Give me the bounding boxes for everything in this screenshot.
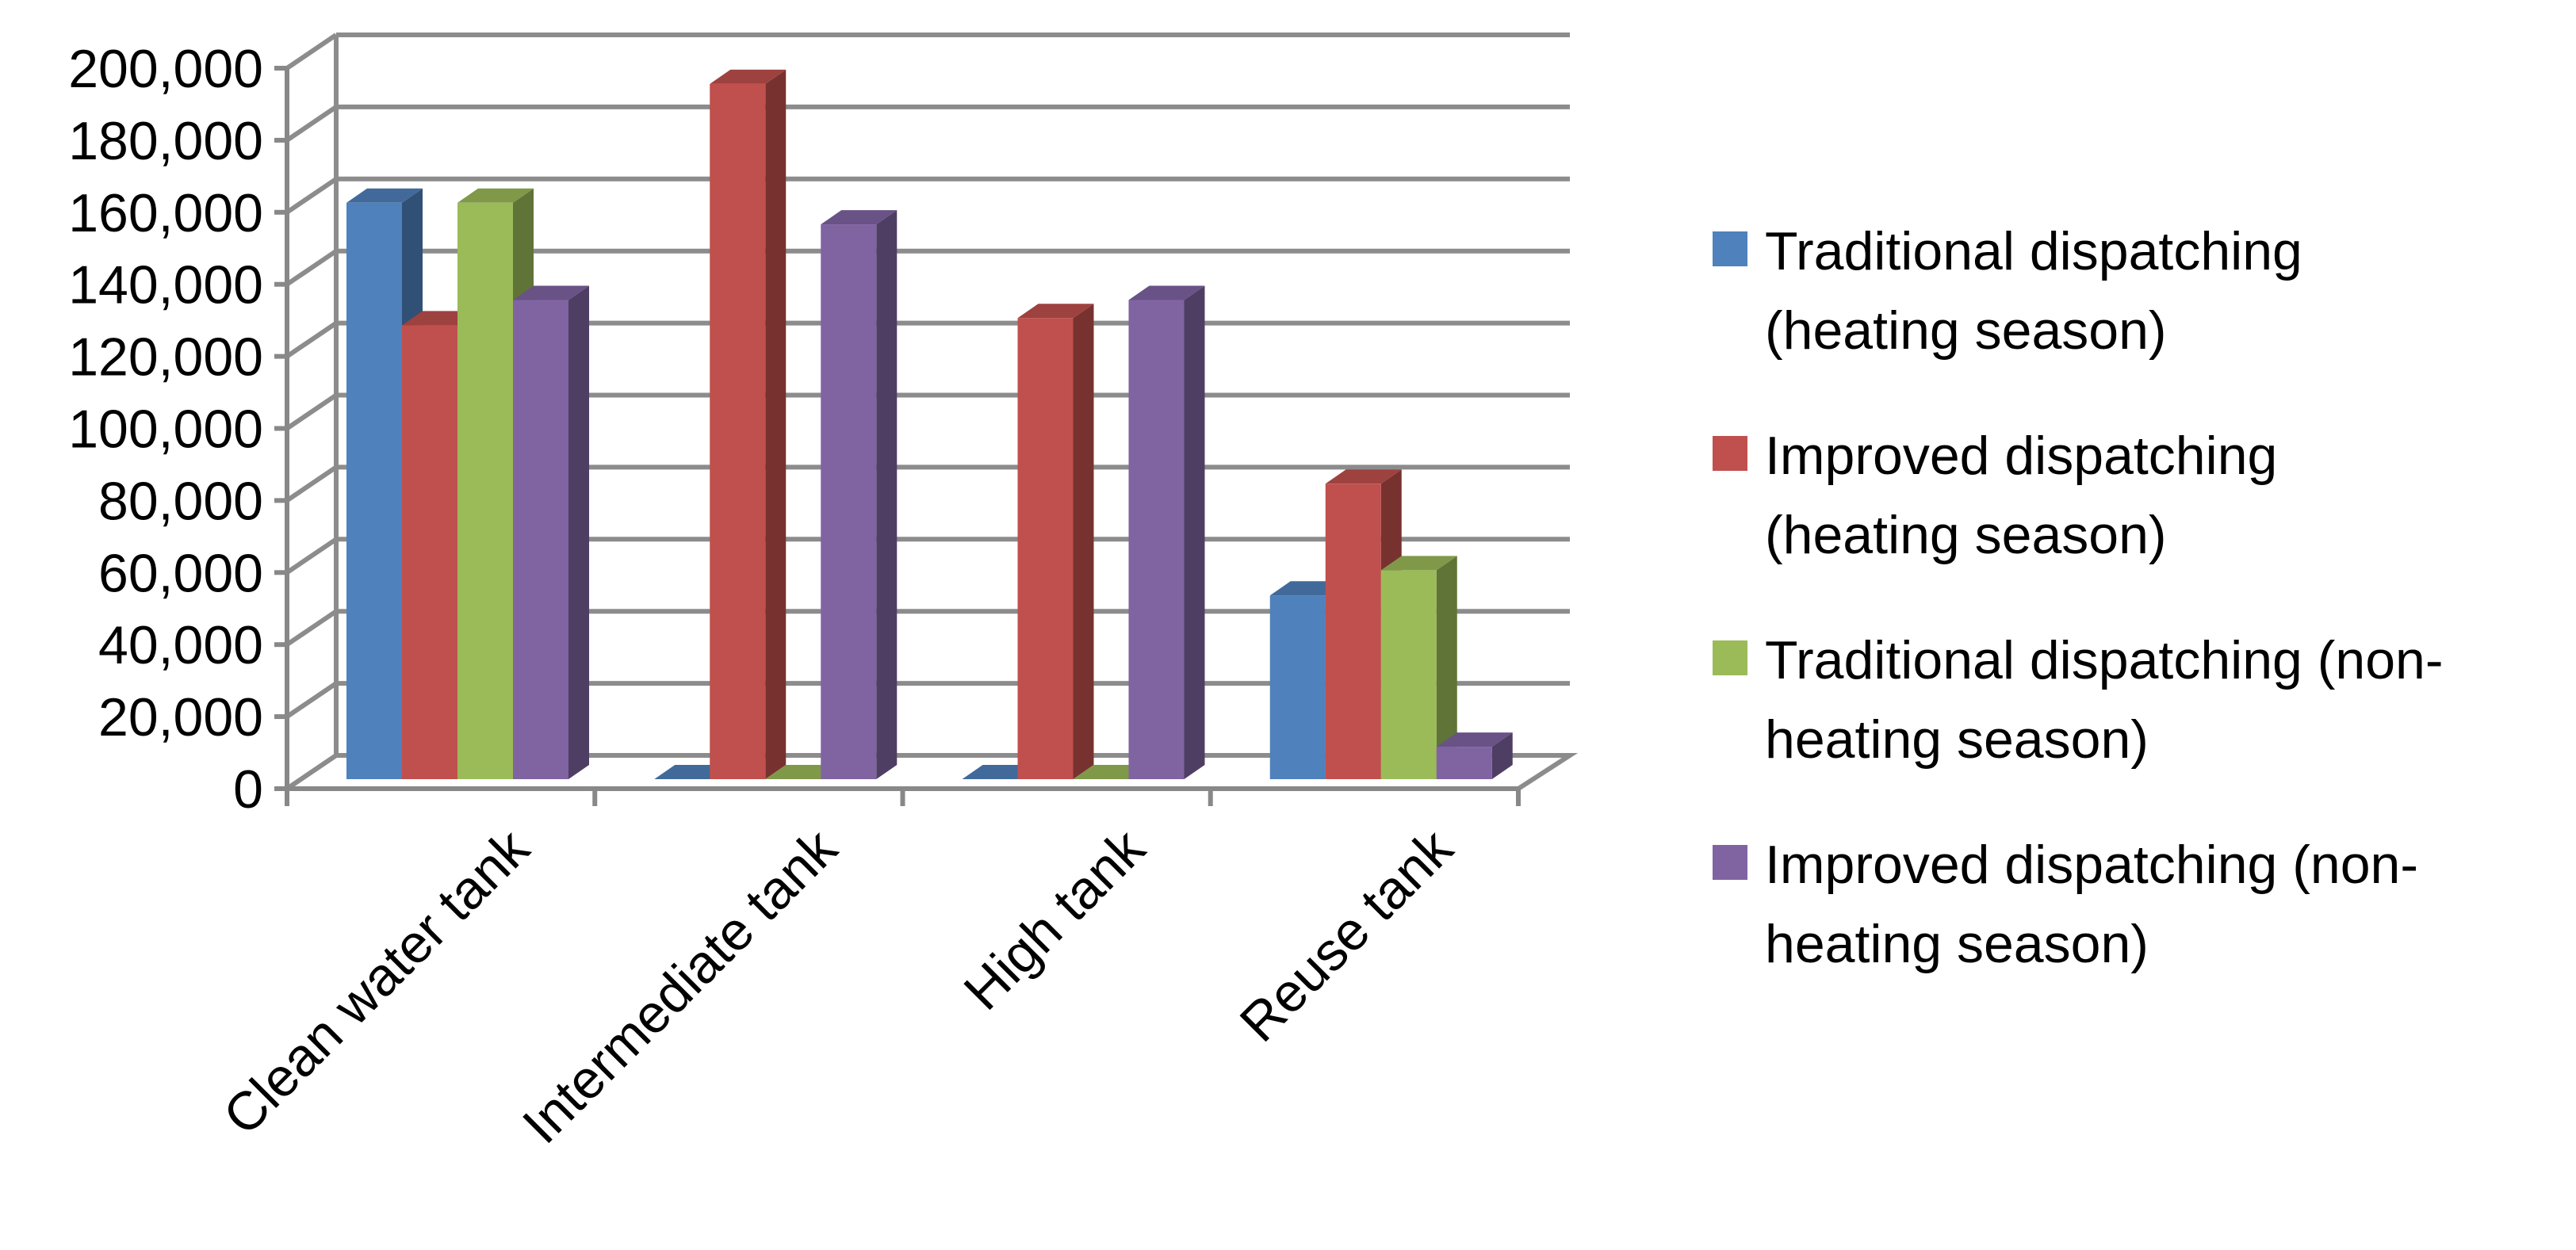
x-tick-label: High tank [952,817,1157,1022]
bar-top [513,285,589,300]
side-wall-gridline [285,321,338,359]
bar-side [1436,556,1457,779]
bar [346,202,402,780]
bar [710,83,766,779]
legend-label: (heating season) [1765,300,2167,361]
side-wall-gridline [285,249,338,287]
bar-side [568,285,589,779]
bar-side [1073,304,1094,779]
y-tick-label: 100,000 [68,399,263,460]
legend-label: Improved dispatching [1765,426,2277,486]
legend-label: Improved dispatching (non- [1765,835,2418,895]
y-tick-label: 180,000 [68,111,263,171]
y-tick-label: 200,000 [68,39,263,99]
bar [457,202,513,780]
bar-side [876,210,898,779]
y-tick-label: 40,000 [98,615,263,675]
bar-top [1128,285,1205,300]
side-wall-gridline [285,177,338,215]
bar [1017,318,1074,779]
bar [1380,570,1437,779]
bar-side [1491,732,1513,779]
y-tick-label: 0 [233,759,263,820]
side-wall-gridline [285,464,338,503]
side-wall-gridline [285,609,338,647]
bar-top [346,188,423,203]
legend-label: Traditional dispatching (non- [1765,630,2444,690]
legend-swatch [1713,436,1747,471]
bar-top [457,188,534,203]
bar-side [765,69,787,779]
bar [402,325,457,780]
side-wall-gridline [285,105,338,143]
bar-top [1017,304,1094,319]
y-tick-label: 20,000 [98,687,263,747]
side-wall-gridline [285,681,338,719]
legend-swatch [1713,640,1747,675]
legend-swatch [1713,845,1747,880]
bar-side [1184,285,1205,779]
y-tick-label: 80,000 [98,471,263,531]
bar [1128,300,1185,779]
y-tick-label: 140,000 [68,255,263,315]
y-tick-label: 160,000 [68,183,263,243]
bar-top [1325,469,1402,484]
side-wall-gridline [285,537,338,575]
side-wall-gridline [285,393,338,430]
legend-label: (heating season) [1765,505,2167,565]
legend-label: heating season) [1765,709,2149,770]
bar-top [1380,556,1457,571]
x-tick-label: Intermediate tank [511,817,849,1155]
side-wall-gridline [285,32,338,71]
x-tick-label: Clean water tank [212,817,541,1146]
y-tick-label: 120,000 [68,327,263,388]
legend-label: heating season) [1765,914,2149,974]
bar-top [821,210,898,225]
x-tick-label: Reuse tank [1229,817,1465,1053]
bar [821,224,877,779]
bar-top [710,69,787,84]
legend-swatch [1713,231,1747,266]
bar [1436,747,1492,779]
bar [513,300,568,779]
bar [1325,484,1381,779]
legend-label: Traditional dispatching [1765,221,2302,281]
bar-top [1436,732,1513,747]
y-tick-label: 60,000 [98,543,263,603]
bar [1269,595,1326,779]
